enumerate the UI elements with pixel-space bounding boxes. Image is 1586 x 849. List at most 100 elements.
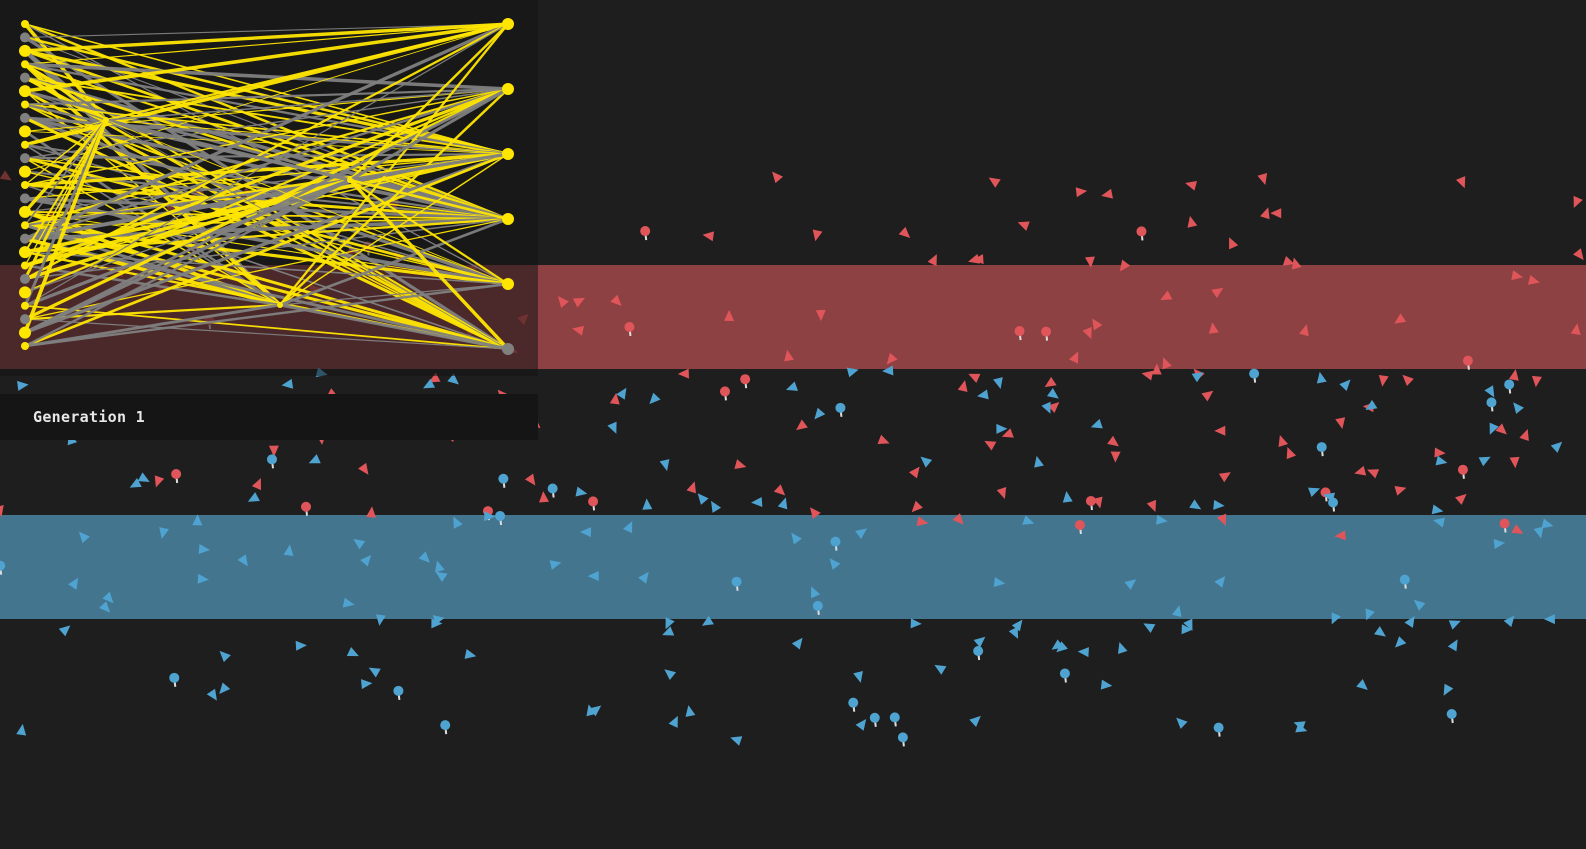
agent-icon (829, 558, 841, 570)
agent-icon (1572, 248, 1584, 261)
agent-icon (219, 682, 231, 695)
agent-icon (1365, 608, 1375, 621)
feeding-agent-icon (1085, 495, 1096, 511)
network-connection (24, 103, 509, 155)
agent-icon (622, 521, 633, 534)
agent-icon (846, 367, 859, 378)
agent-icon (1478, 456, 1491, 467)
agent-icon (1374, 626, 1386, 637)
feeding-agent-icon (266, 454, 277, 469)
agent-icon (1056, 641, 1068, 653)
agent-icon (428, 372, 441, 383)
agent-icon (702, 231, 715, 242)
agent-icon (662, 626, 675, 636)
agent-icon (1503, 615, 1515, 628)
agent-icon (1394, 313, 1407, 324)
agent-icon (1493, 539, 1506, 549)
agent-icon (610, 294, 622, 307)
agent-icon (1022, 515, 1035, 525)
neuron-node (21, 301, 29, 310)
agent-icon (197, 573, 209, 584)
feeding-agent-icon (1328, 497, 1339, 512)
agent-icon (972, 254, 984, 265)
agent-icon (1316, 371, 1327, 384)
agent-icon (453, 516, 463, 529)
network-connection (24, 87, 509, 106)
agent-icon (1413, 599, 1426, 611)
agent-icon (1354, 465, 1367, 476)
neuron-node (502, 213, 514, 225)
agent-icon (1101, 188, 1114, 199)
agent-icon (927, 254, 937, 267)
agent-icon (1156, 514, 1168, 525)
neuron-node (21, 60, 29, 69)
agent-icon (1047, 401, 1060, 414)
agent-icon (814, 407, 826, 420)
agent-icon (358, 462, 369, 475)
agent-icon (1208, 322, 1219, 334)
network-connection (24, 178, 351, 348)
feeding-agent-icon (495, 510, 506, 526)
agent-icon (342, 597, 355, 608)
network-connection (23, 119, 108, 334)
network-connection (348, 178, 510, 351)
feeding-agent-icon (731, 576, 742, 591)
agent-icon (668, 715, 678, 728)
neuron-node (21, 342, 29, 350)
neuron-node (19, 125, 31, 138)
neuron-node (19, 326, 31, 339)
feeding-agent-icon (897, 732, 908, 747)
agent-icon (1511, 524, 1524, 534)
agent-icon (910, 618, 922, 629)
agent-icon (1455, 493, 1467, 505)
agent-icon (810, 586, 821, 599)
feeding-agent-icon (440, 720, 451, 735)
agent-icon (154, 475, 165, 488)
network-connection (24, 22, 509, 53)
agent-icon (993, 377, 1003, 389)
agent-icon (659, 459, 670, 471)
network-connection (24, 152, 509, 187)
network-connection (24, 119, 107, 146)
neuron-node (502, 343, 514, 355)
network-connection (24, 23, 509, 307)
neuron-node (20, 314, 30, 325)
network-connection (24, 23, 509, 65)
agent-icon (1508, 369, 1519, 381)
neuron-node (21, 20, 29, 28)
agent-icon (1229, 237, 1239, 250)
neuron-node (277, 302, 283, 308)
agent-icon (1082, 326, 1092, 339)
network-connection (24, 178, 351, 227)
generation-label: Generation 1 (33, 408, 145, 426)
agent-icon (855, 719, 867, 731)
agent-icon (1339, 379, 1351, 391)
agent-icon (701, 615, 714, 626)
network-connection (24, 318, 509, 350)
neural-network-graph (19, 18, 514, 355)
agent-icon (664, 669, 677, 681)
agent-icon (1117, 641, 1128, 654)
neuron-node (21, 140, 29, 149)
network-connection (105, 119, 509, 285)
network-connection (23, 118, 108, 213)
agent-icon (295, 640, 307, 651)
agent-icon (1543, 614, 1555, 625)
network-connection (24, 119, 107, 186)
feeding-agent-icon (740, 374, 751, 389)
agent-icon (1075, 187, 1088, 198)
agent-icon (589, 705, 602, 717)
agent-icon (1513, 402, 1524, 414)
network-connection (24, 76, 107, 122)
agent-icon (1151, 363, 1162, 375)
feeding-agent-icon (848, 697, 859, 712)
neuron-node (20, 72, 30, 83)
network-connection (24, 22, 509, 93)
neuron-node (20, 112, 30, 123)
neuron-node (20, 32, 30, 43)
agent-icon (996, 487, 1007, 500)
agent-icon (1365, 399, 1378, 411)
feeding-agent-icon (1446, 708, 1457, 724)
agent-icon (1181, 624, 1193, 635)
agent-icon (1008, 626, 1019, 639)
